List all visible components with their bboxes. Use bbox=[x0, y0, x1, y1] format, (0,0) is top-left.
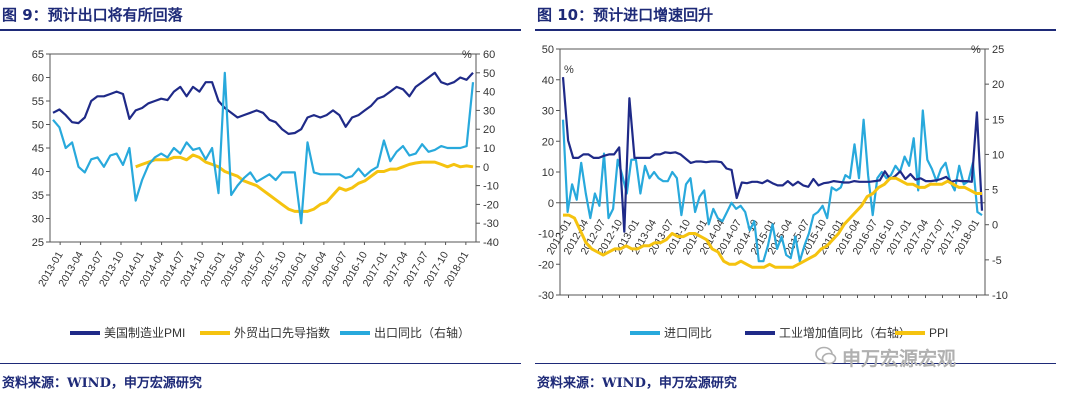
legend-label: 进口同比 bbox=[664, 326, 712, 340]
chart-panel-exports: 图 9：预计出口将有所回落 25 30 35 40 45 50 55 60 65 -40 -30 -2… bbox=[0, 0, 523, 400]
y-left-tick-label: 65 bbox=[32, 49, 44, 61]
y-right-tick-label: 20 bbox=[483, 124, 495, 136]
y-right-tick-label: 0 bbox=[483, 162, 489, 174]
y-right-tick-label: -30 bbox=[483, 218, 499, 230]
legend-label: 外贸出口先导指数 bbox=[234, 325, 330, 340]
series-line-1 bbox=[561, 77, 984, 233]
chart-title: 图 10：预计进口增速回升 bbox=[537, 6, 714, 24]
y-left-tick-label: 60 bbox=[32, 73, 44, 85]
series-line-1 bbox=[135, 153, 474, 213]
y-left-tick-label: 30 bbox=[32, 214, 44, 226]
y-left-tick-label: 55 bbox=[32, 96, 44, 108]
y-right-tick-label: 25 bbox=[992, 44, 1004, 56]
y-left-tick-label: 25 bbox=[32, 237, 44, 249]
y-right-tick-label: 10 bbox=[483, 143, 495, 155]
watermark: 申万宏源宏观 bbox=[842, 348, 957, 370]
y-left-tick-label: -10 bbox=[538, 229, 554, 241]
y-right-tick-label: 40 bbox=[483, 87, 495, 99]
y-right-tick-label: 30 bbox=[483, 105, 495, 117]
source-note: 资料来源：WIND，申万宏源研究 bbox=[537, 376, 737, 391]
y-right-tick-label: 10 bbox=[992, 149, 1004, 161]
y-left-tick-label: 0 bbox=[548, 198, 554, 210]
source-rule bbox=[0, 363, 521, 364]
y-left-tick-label: 40 bbox=[542, 75, 554, 87]
y-left-tick-label: 40 bbox=[32, 167, 44, 179]
legend-label: 出口同比（右轴） bbox=[374, 325, 470, 340]
y-left-tick-label: 50 bbox=[32, 120, 44, 132]
y-right-tick-label: 5 bbox=[992, 185, 998, 197]
y-right-tick-label: -20 bbox=[483, 199, 499, 211]
chart-imports: -30-20-1001020304050-10-50510152025%%201… bbox=[538, 44, 1008, 340]
series-line-0 bbox=[561, 109, 983, 263]
y-left-tick-label: -20 bbox=[538, 259, 554, 271]
series-line-0 bbox=[52, 71, 474, 135]
plot-frame bbox=[559, 48, 986, 296]
y-right-tick-label: 15 bbox=[992, 114, 1004, 126]
y-right-tick-label: -10 bbox=[483, 181, 499, 193]
y-right-tick-label: 60 bbox=[483, 49, 495, 61]
series-line-2 bbox=[563, 176, 982, 269]
title-rule bbox=[535, 29, 1056, 31]
y-left-tick-label: 50 bbox=[542, 44, 554, 56]
source-rule bbox=[535, 363, 1056, 364]
y-left-tick-label: 35 bbox=[32, 190, 44, 202]
y-left-tick-label: 45 bbox=[32, 143, 44, 155]
y-right-tick-label: -40 bbox=[483, 237, 499, 249]
plot-frame bbox=[49, 53, 477, 243]
series-line-2 bbox=[52, 71, 475, 225]
y-right-unit: % bbox=[971, 44, 981, 56]
title-rule bbox=[0, 29, 521, 31]
y-right-unit: % bbox=[462, 49, 472, 61]
legend-label: PPI bbox=[929, 326, 948, 340]
y-right-tick-label: 0 bbox=[992, 220, 998, 232]
source-note: 资料来源：WIND，申万宏源研究 bbox=[2, 376, 202, 391]
wechat-icon bbox=[815, 346, 837, 365]
y-left-tick-label: 10 bbox=[542, 167, 554, 179]
y-left-tick-label: 30 bbox=[542, 106, 554, 118]
y-right-tick-label: 50 bbox=[483, 68, 495, 80]
y-left-tick-label: -30 bbox=[538, 290, 554, 302]
legend-label: 美国制造业PMI bbox=[104, 326, 185, 340]
y-right-tick-label: -10 bbox=[992, 290, 1008, 302]
chart-exports: 25 30 35 40 45 50 55 60 65 -40 -30 -20 -10 0 10 20 30 40 5… bbox=[32, 49, 499, 340]
y-right-tick-label: 20 bbox=[992, 79, 1004, 91]
y-left-unit: % bbox=[564, 64, 574, 76]
chart-title: 图 9：预计出口将有所回落 bbox=[2, 6, 183, 24]
legend-label: 工业增加值同比（右轴） bbox=[779, 325, 911, 340]
y-right-tick-label: -5 bbox=[992, 255, 1002, 267]
chart-panel-imports: 图 10：预计进口增速回升 -30 -20 -10 0 10 20 30 40 50 -10 -5 0… bbox=[535, 0, 1058, 400]
y-left-tick-label: 20 bbox=[542, 136, 554, 148]
